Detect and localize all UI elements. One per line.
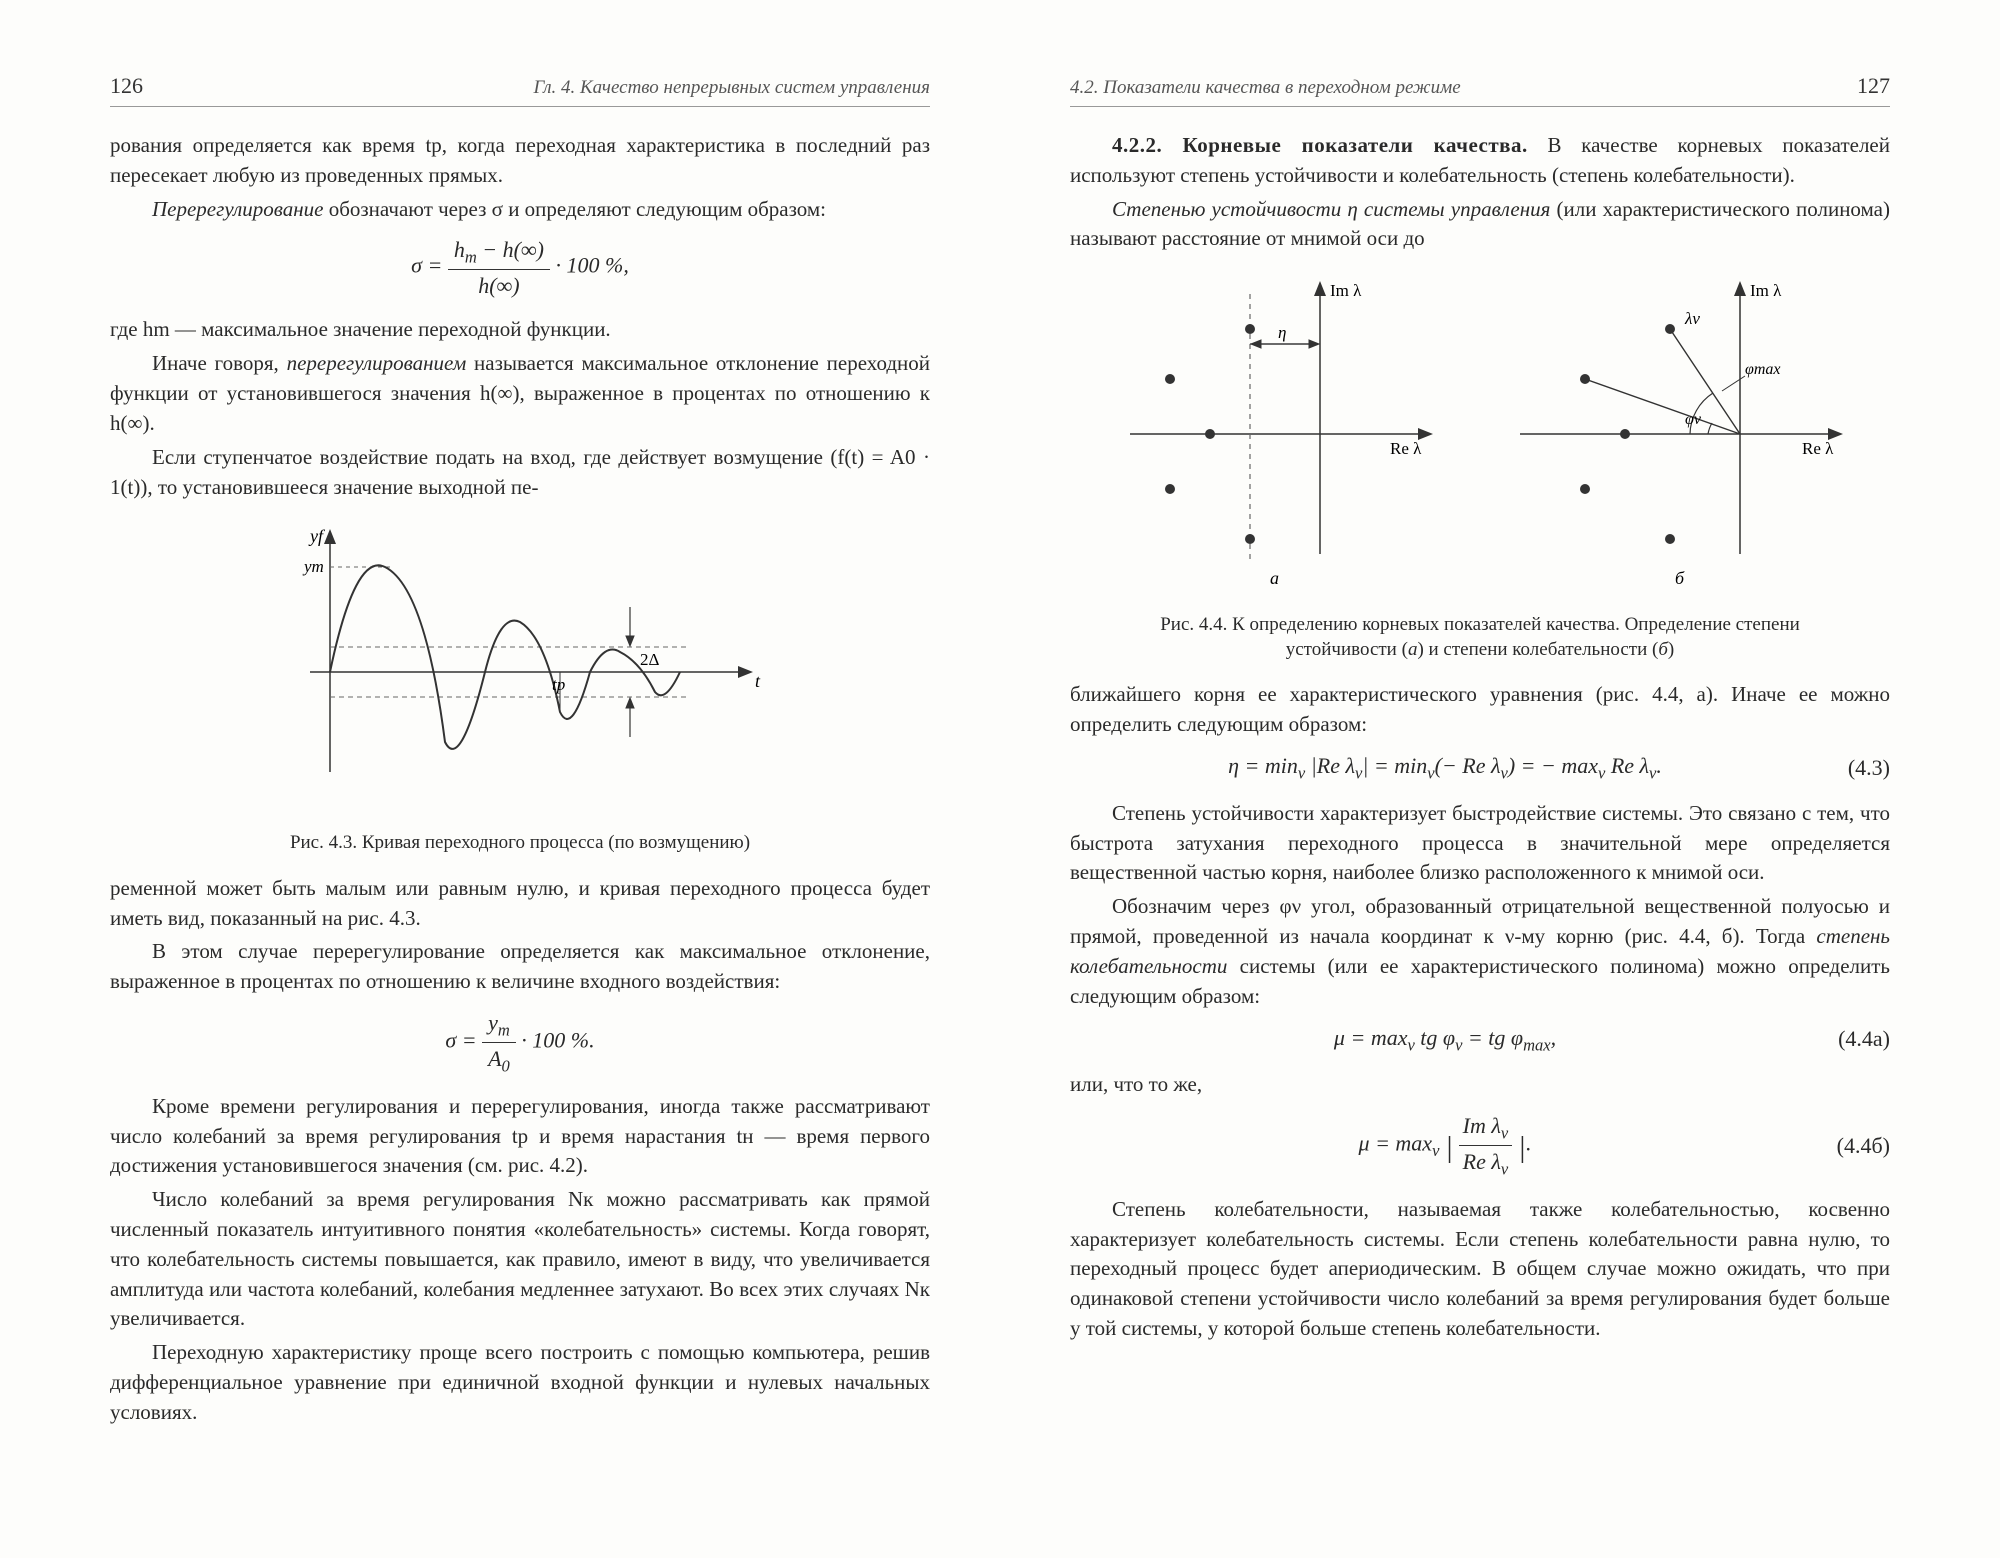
im-label-b: Im λ	[1750, 281, 1782, 300]
page-number: 126	[110, 70, 143, 101]
page-spread: 126 Гл. 4. Качество непрерывных систем у…	[0, 0, 2000, 1558]
xlabel: t	[755, 671, 761, 691]
re-label-a: Re λ	[1390, 439, 1422, 458]
page-126: 126 Гл. 4. Качество непрерывных систем у…	[0, 40, 1000, 1518]
re-label-b: Re λ	[1802, 439, 1834, 458]
im-label-a: Im λ	[1330, 281, 1362, 300]
section-heading: 4.2.2. Корневые показатели качества. В к…	[1070, 131, 1890, 191]
running-head-left: 126 Гл. 4. Качество непрерывных систем у…	[110, 70, 930, 107]
text: Иначе говоря,	[152, 351, 287, 375]
page-127: 4.2. Показатели качества в переходном ре…	[1000, 40, 2000, 1518]
para: Переходную характеристику проще всего по…	[110, 1338, 930, 1427]
figure-caption: Рис. 4.4. К определению корневых показат…	[1110, 613, 1850, 662]
phi-nu: φν	[1685, 411, 1702, 428]
lambda-nu: λν	[1684, 309, 1700, 328]
para: Число колебаний за время регулирования N…	[110, 1185, 930, 1334]
running-title: Гл. 4. Качество непрерывных систем управ…	[533, 75, 930, 102]
phi-max: φmax	[1745, 361, 1781, 378]
para: Степенью устойчивости η системы управлен…	[1070, 195, 1890, 255]
para: ближайшего корня ее характеристического …	[1070, 680, 1890, 740]
term: Степенью устойчивости η системы управлен…	[1112, 197, 1550, 221]
text: )	[1668, 639, 1674, 660]
para: или, что то же,	[1070, 1070, 1890, 1100]
tp-label: tр	[552, 675, 565, 694]
delta-label: 2Δ	[640, 650, 660, 669]
term: Перерегулирование	[152, 197, 323, 221]
para: ременной может быть малым или равным нул…	[110, 874, 930, 934]
eq-num: (4.4а)	[1820, 1023, 1890, 1054]
para: Перерегулирование обозначают через σ и о…	[110, 195, 930, 225]
figure-4-4: η Im λ Re λ а	[1070, 264, 1890, 603]
sec-title: Корневые показатели качества.	[1183, 133, 1528, 157]
fig43-svg: yf ym t tр 2Δ	[260, 512, 780, 812]
para: где hm — максимальное значение переходно…	[110, 315, 930, 345]
eq-num: (4.3)	[1820, 752, 1890, 783]
para: Если ступенчатое воздействие подать на в…	[110, 443, 930, 503]
text: б	[1658, 639, 1668, 660]
term: перерегулированием	[287, 351, 467, 375]
equation-4-4a: μ = maxν tg φν = tg φmax, (4.4а)	[1070, 1022, 1890, 1057]
running-title: 4.2. Показатели качества в переходном ре…	[1070, 75, 1461, 102]
figure-caption: Рис. 4.3. Кривая переходного процесса (п…	[150, 831, 890, 856]
ylabel: yf	[308, 526, 326, 546]
text: а	[1408, 639, 1418, 660]
eq-num: (4.4б)	[1820, 1130, 1890, 1161]
para: Степень колебательности, называемая такж…	[1070, 1195, 1890, 1344]
running-head-right: 4.2. Показатели качества в переходном ре…	[1070, 70, 1890, 107]
text: Обозначим через φν угол, образованный от…	[1070, 894, 1890, 948]
para: Кроме времени регулирования и перерегули…	[110, 1092, 930, 1181]
text: ) и степени колебательности (	[1417, 639, 1658, 660]
para: Иначе говоря, перерегулированием называе…	[110, 349, 930, 438]
equation: σ = ym A0 · 100 %.	[110, 1007, 930, 1078]
equation-4-3: η = minν |Re λν| = minν(− Re λν) = − max…	[1070, 750, 1890, 785]
para: В этом случае перерегулирование определя…	[110, 937, 930, 997]
equation: σ = hm − h(∞) h(∞) · 100 %,	[110, 234, 930, 301]
para: рования определяется как время tр, когда…	[110, 131, 930, 191]
figure-4-3: yf ym t tр 2Δ	[110, 512, 930, 821]
text: обозначают через σ и определяют следующи…	[323, 197, 826, 221]
sub-a: а	[1270, 568, 1279, 588]
sub-b: б	[1675, 568, 1685, 588]
para: Степень устойчивости характеризует быстр…	[1070, 799, 1890, 888]
ym-label: ym	[302, 557, 324, 576]
page-number: 127	[1857, 70, 1890, 101]
fig44-svg: η Im λ Re λ а	[1100, 264, 1860, 594]
eta-label: η	[1278, 323, 1286, 342]
para: Обозначим через φν угол, образованный от…	[1070, 892, 1890, 1011]
equation-4-4b: μ = maxν | Im λν Re λν |. (4.4б)	[1070, 1110, 1890, 1181]
sec-num: 4.2.2.	[1112, 133, 1162, 157]
